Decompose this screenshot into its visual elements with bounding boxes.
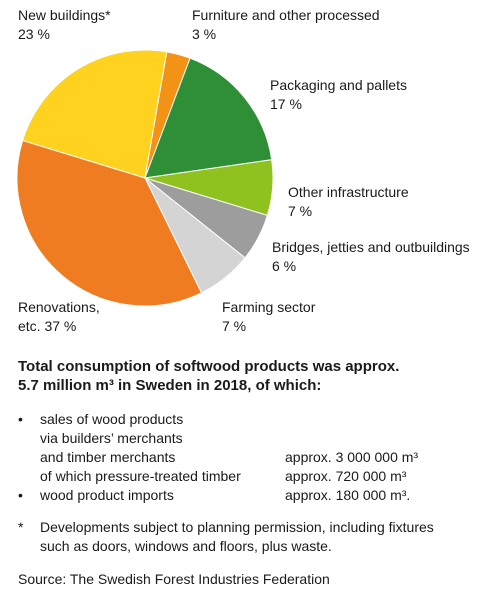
summary-line-2: 5.7 million m³ in Sweden in 2018, of whi…	[18, 377, 322, 394]
pie-slice-renovations	[16, 139, 203, 307]
footnote: * Developments subject to planning permi…	[18, 519, 434, 554]
list-item: and timber merchants approx. 3 000 000 m…	[40, 449, 419, 465]
source-text: Source: The Swedish Forest Industries Fe…	[18, 571, 330, 587]
consumption-list: • sales of wood products via builders’ m…	[18, 410, 488, 505]
label-bridges: Bridges, jetties and outbuildings 6 %	[272, 239, 470, 274]
list-item: • wood product imports approx. 180 000 m…	[18, 487, 411, 503]
pie-chart	[16, 49, 274, 307]
label-new-buildings: New buildings* 23 %	[18, 7, 111, 42]
label-renovations: Renovations, etc. 37 %	[18, 299, 100, 334]
label-packaging: Packaging and pallets 17 %	[270, 77, 407, 112]
list-item: • sales of wood products	[18, 411, 184, 427]
label-furniture: Furniture and other processed 3 %	[192, 7, 380, 42]
list-item: of which pressure-treated timber approx.…	[40, 468, 407, 484]
summary-text: Total consumption of softwood products w…	[18, 357, 488, 395]
list-item: via builders’ merchants	[40, 430, 183, 446]
footnote-line-2: such as doors, windows and floors, plus …	[40, 538, 332, 554]
footnote-line-1: Developments subject to planning permiss…	[40, 519, 434, 535]
label-other-infrastructure: Other infrastructure 7 %	[288, 184, 409, 219]
label-farming: Farming sector 7 %	[222, 299, 316, 334]
pie-slice-new-buildings	[21, 49, 168, 179]
summary-line-1: Total consumption of softwood products w…	[18, 358, 400, 375]
pie-slice-packaging-and-pallets	[144, 57, 273, 179]
